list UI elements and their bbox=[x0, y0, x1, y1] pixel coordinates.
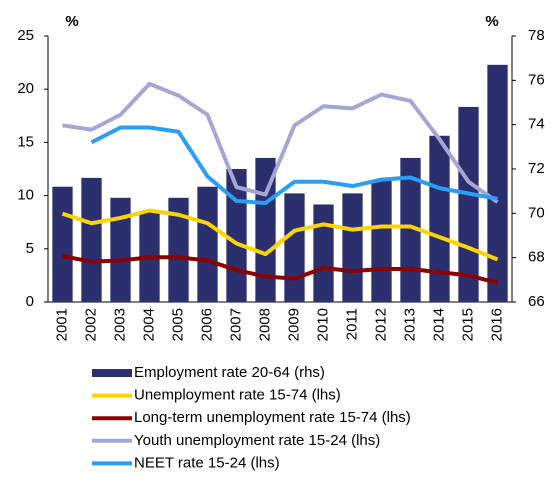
bar bbox=[284, 193, 305, 302]
y2-unit: % bbox=[485, 13, 498, 30]
y2-tick-label: 70 bbox=[528, 204, 545, 221]
y2-tick-label: 66 bbox=[528, 293, 545, 310]
legend-label: NEET rate 15-24 (lhs) bbox=[134, 454, 280, 471]
legend-label: Unemployment rate 15-74 (lhs) bbox=[134, 387, 341, 404]
y-tick-label: 0 bbox=[26, 293, 34, 310]
y2-tick-label: 74 bbox=[528, 116, 545, 133]
x-tick-label: 2015 bbox=[459, 308, 476, 341]
bar bbox=[313, 204, 334, 302]
y2-tick-label: 68 bbox=[528, 249, 545, 266]
bar bbox=[81, 177, 102, 302]
x-tick-label: 2016 bbox=[488, 308, 505, 341]
y-unit: % bbox=[65, 13, 78, 30]
x-tick-label: 2005 bbox=[169, 308, 186, 341]
x-tick-label: 2011 bbox=[343, 308, 360, 340]
bar bbox=[458, 106, 479, 302]
bar bbox=[168, 197, 189, 302]
x-tick-label: 2003 bbox=[111, 308, 128, 341]
y-tick-label: 5 bbox=[26, 240, 34, 257]
y2-tick-label: 76 bbox=[528, 71, 545, 88]
line bbox=[62, 254, 498, 285]
legend-label: Youth unemployment rate 15-24 (lhs) bbox=[134, 432, 380, 449]
y-tick-label: 15 bbox=[17, 133, 34, 150]
bar bbox=[342, 193, 363, 302]
x-tick-label: 2014 bbox=[430, 308, 447, 341]
x-tick-label: 2012 bbox=[372, 308, 389, 341]
x-tick-label: 2013 bbox=[401, 308, 418, 341]
x-tick-label: 2007 bbox=[227, 308, 244, 341]
bar bbox=[429, 135, 450, 302]
y-tick-label: 20 bbox=[17, 80, 34, 97]
line bbox=[61, 208, 499, 262]
bar bbox=[400, 157, 421, 302]
line bbox=[90, 125, 498, 206]
x-tick-label: 2006 bbox=[198, 308, 215, 341]
bar bbox=[110, 197, 131, 302]
x-tick-label: 2010 bbox=[314, 308, 331, 341]
legend-label: Employment rate 20-64 (rhs) bbox=[134, 364, 325, 381]
bar bbox=[487, 64, 508, 302]
y-tick-label: 25 bbox=[17, 27, 34, 44]
y2-tick-label: 78 bbox=[528, 27, 545, 44]
x-tick-label: 2002 bbox=[82, 308, 99, 341]
bar bbox=[371, 180, 392, 302]
legend-label: Long-term unemployment rate 15-74 (lhs) bbox=[134, 409, 411, 426]
line bbox=[62, 81, 499, 204]
bar bbox=[197, 186, 218, 302]
bar bbox=[52, 186, 73, 302]
y-tick-label: 10 bbox=[17, 187, 34, 204]
y2-tick-label: 72 bbox=[528, 160, 545, 177]
legend-swatch bbox=[92, 369, 132, 377]
x-tick-label: 2001 bbox=[53, 308, 70, 341]
x-tick-label: 2008 bbox=[256, 308, 273, 341]
x-tick-label: 2004 bbox=[140, 308, 157, 341]
x-tick-label: 2009 bbox=[285, 308, 302, 341]
